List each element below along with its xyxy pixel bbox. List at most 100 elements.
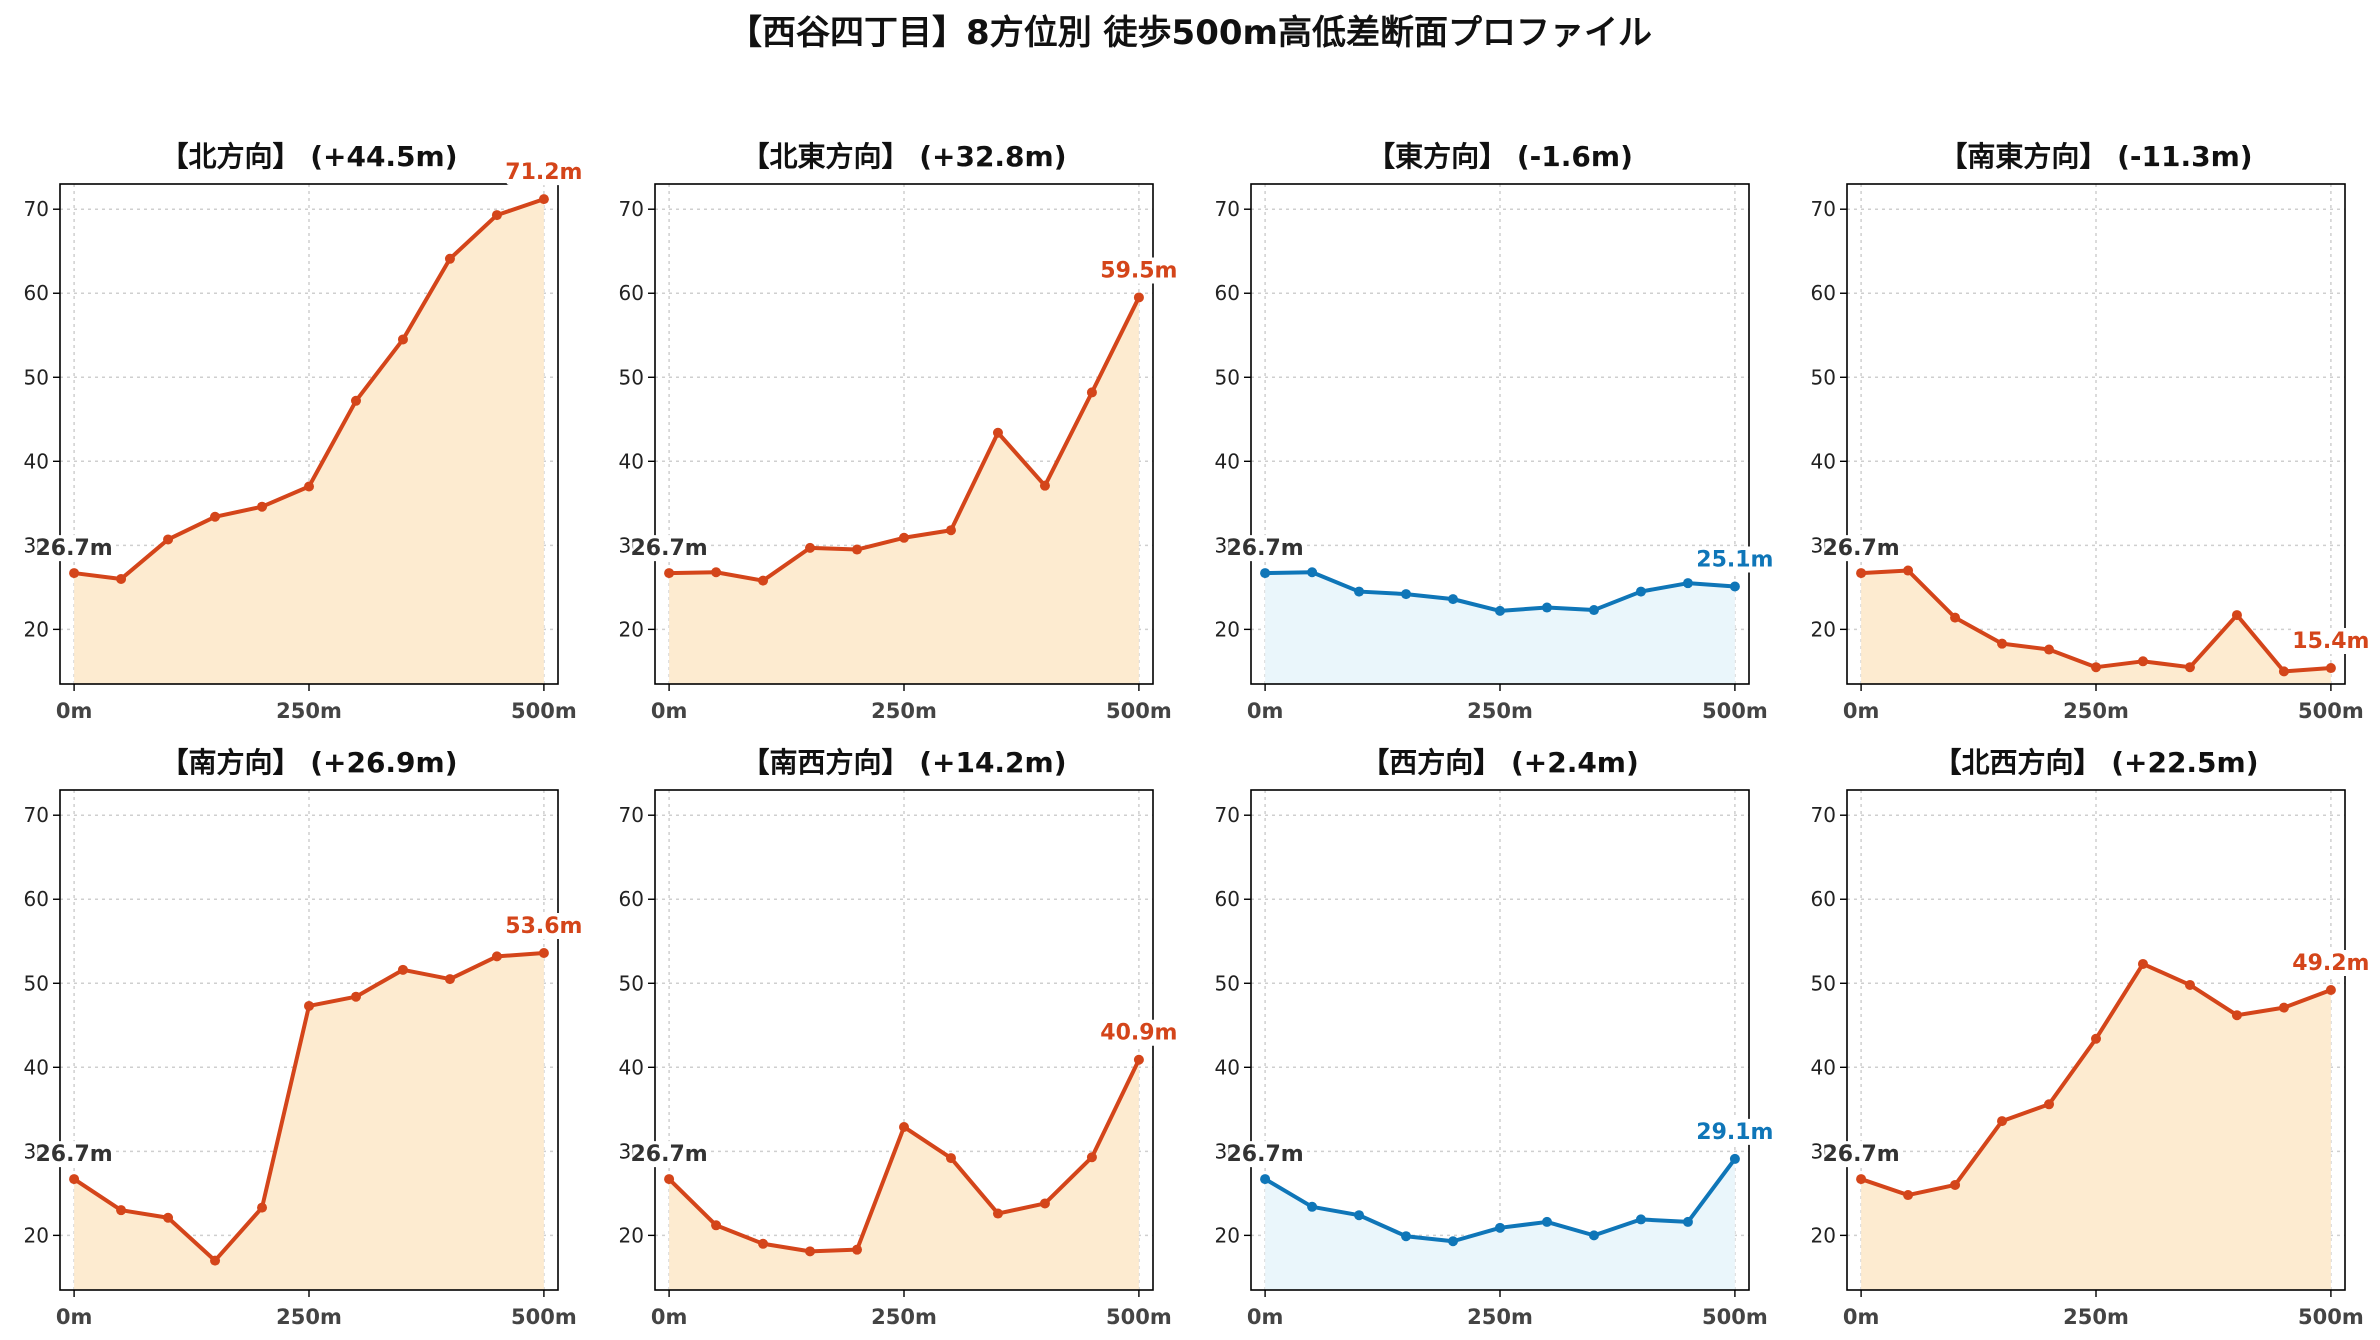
panel-title: 【東方向】 (-1.6m) (1367, 140, 1633, 173)
y-tick-label: 20 (1215, 617, 1240, 641)
start-label-box (1229, 535, 1306, 562)
data-point (899, 1121, 909, 1132)
data-point (116, 1205, 127, 1216)
data-point (1260, 568, 1271, 579)
y-tick-label: 40 (619, 1055, 644, 1079)
x-tick-label: 0m (1247, 699, 1284, 723)
end-label: 25.1m (1696, 548, 1773, 573)
end-label: 49.2m (2292, 951, 2369, 976)
y-tick-label: 70 (1811, 803, 1836, 827)
x-tick-label: 500m (511, 699, 577, 723)
y-tick-label: 20 (1215, 1223, 1240, 1247)
data-point (1039, 1198, 1050, 1209)
y-tick-label: 60 (24, 281, 49, 305)
y-tick-label: 60 (619, 281, 644, 305)
end-label-box (2292, 628, 2373, 655)
data-point (1903, 1190, 1914, 1201)
area-fill (74, 953, 544, 1290)
data-point (1448, 1236, 1459, 1247)
y-tick-label: 70 (24, 197, 49, 221)
data-point (1133, 1054, 1144, 1065)
data-point (852, 1244, 863, 1255)
area-fill (669, 297, 1139, 684)
start-label: 26.7m (1822, 536, 1899, 561)
x-tick-label: 250m (2063, 699, 2129, 723)
x-tick-label: 500m (2298, 699, 2364, 723)
data-point (1401, 589, 1412, 600)
data-point (758, 1238, 769, 1249)
y-tick-label: 50 (619, 971, 644, 995)
start-label: 26.7m (1226, 1142, 1303, 1167)
data-point (1086, 387, 1097, 398)
x-tick-label: 250m (2063, 1305, 2129, 1329)
area-fill (1861, 963, 2331, 1290)
start-label: 26.7m (1822, 1142, 1899, 1167)
data-point (711, 567, 722, 578)
data-point (210, 511, 221, 522)
data-point (2184, 979, 2195, 990)
data-point (2091, 662, 2101, 673)
y-tick-label: 70 (619, 197, 644, 221)
data-point (2231, 1010, 2242, 1021)
panel-title: 【南方向】 (+26.9m) (160, 746, 457, 779)
data-point (711, 1220, 722, 1231)
x-tick-label: 0m (1843, 699, 1880, 723)
y-tick-label: 60 (619, 887, 644, 911)
data-point (1307, 567, 1318, 578)
data-point (2325, 663, 2336, 674)
y-tick-label: 40 (1811, 449, 1836, 473)
data-point (899, 532, 909, 543)
data-point (1997, 1116, 2008, 1127)
data-point (257, 501, 268, 512)
area-fill (1861, 570, 2331, 684)
y-tick-label: 70 (24, 803, 49, 827)
data-point (2325, 985, 2336, 995)
data-point (992, 1208, 1003, 1219)
data-point (1495, 1222, 1505, 1233)
y-tick-label: 50 (619, 365, 644, 389)
x-tick-label: 500m (1106, 699, 1172, 723)
data-point (1307, 1201, 1318, 1212)
y-tick-label: 60 (24, 887, 49, 911)
data-point (538, 948, 549, 959)
panel-title: 【南西方向】 (+14.2m) (741, 746, 1066, 779)
start-label: 26.7m (1226, 536, 1303, 561)
start-label: 26.7m (35, 536, 112, 561)
data-point (2137, 656, 2148, 667)
y-tick-label: 70 (619, 803, 644, 827)
x-tick-label: 0m (651, 1305, 688, 1329)
x-tick-label: 500m (1106, 1305, 1172, 1329)
end-label-box (1100, 257, 1181, 284)
data-point (1495, 605, 1505, 616)
x-tick-label: 0m (1843, 1305, 1880, 1329)
data-point (1541, 1216, 1552, 1227)
data-point (1354, 586, 1365, 597)
data-point (397, 334, 408, 345)
x-tick-label: 250m (276, 699, 342, 723)
end-label: 59.5m (1100, 258, 1177, 283)
data-point (945, 525, 956, 536)
data-point (163, 534, 174, 545)
data-point (945, 1153, 956, 1164)
data-point (2044, 644, 2055, 655)
data-point (2278, 666, 2289, 677)
y-tick-label: 20 (619, 617, 644, 641)
end-label-box (505, 913, 586, 940)
start-label-box (633, 1141, 710, 1168)
data-point (1682, 1216, 1693, 1227)
data-point (257, 1202, 268, 1213)
x-tick-label: 250m (871, 1305, 937, 1329)
x-tick-label: 250m (871, 699, 937, 723)
start-label-box (38, 535, 115, 562)
start-label-box (633, 535, 710, 562)
y-tick-label: 50 (1215, 971, 1240, 995)
data-point (1950, 612, 1961, 623)
data-point (992, 427, 1003, 438)
